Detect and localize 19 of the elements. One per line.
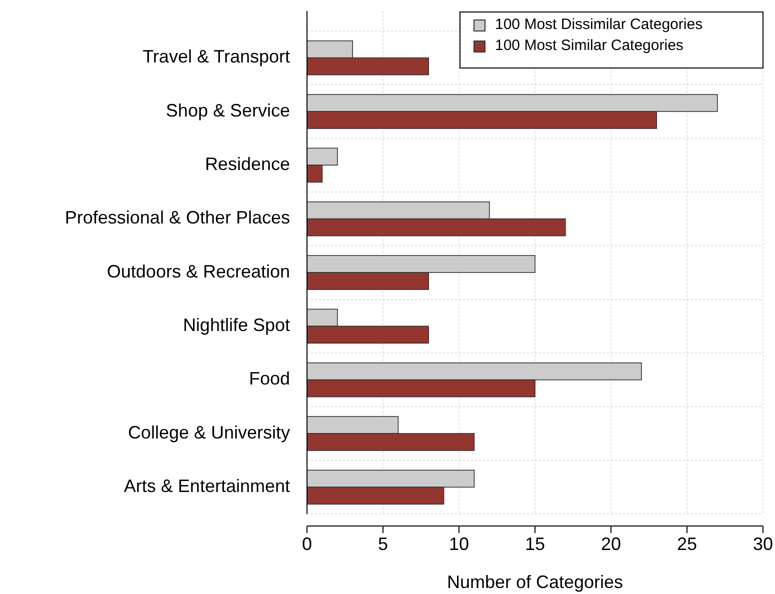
y-tick-label: Shop & Service (166, 100, 290, 120)
x-tick-label: 0 (302, 534, 312, 554)
y-tick-label: Food (248, 368, 290, 389)
y-tick-label: Nightlife Spot (182, 314, 290, 335)
legend-label: 100 Most Dissimilar Categories (495, 16, 703, 33)
y-tick-label: Outdoors & Recreation (106, 261, 290, 282)
y-tick-label: Professional & Other Places (64, 208, 290, 228)
x-tick-label: 20 (600, 534, 622, 554)
x-tick-label: 15 (524, 534, 546, 554)
y-tick-label: Arts & Entertainment (124, 476, 290, 496)
x-tick-label: 5 (378, 534, 388, 554)
x-tick-label: 25 (676, 534, 698, 554)
y-tick-label: Residence (204, 154, 290, 174)
x-tick-label: 10 (448, 534, 470, 554)
legend-label: 100 Most Similar Categories (495, 36, 684, 54)
y-tick-label: College & University (128, 422, 290, 442)
x-axis-title: Number of Categories (446, 572, 624, 592)
y-tick-label: Travel & Transport (142, 46, 290, 67)
x-tick-label: 30 (752, 534, 774, 554)
